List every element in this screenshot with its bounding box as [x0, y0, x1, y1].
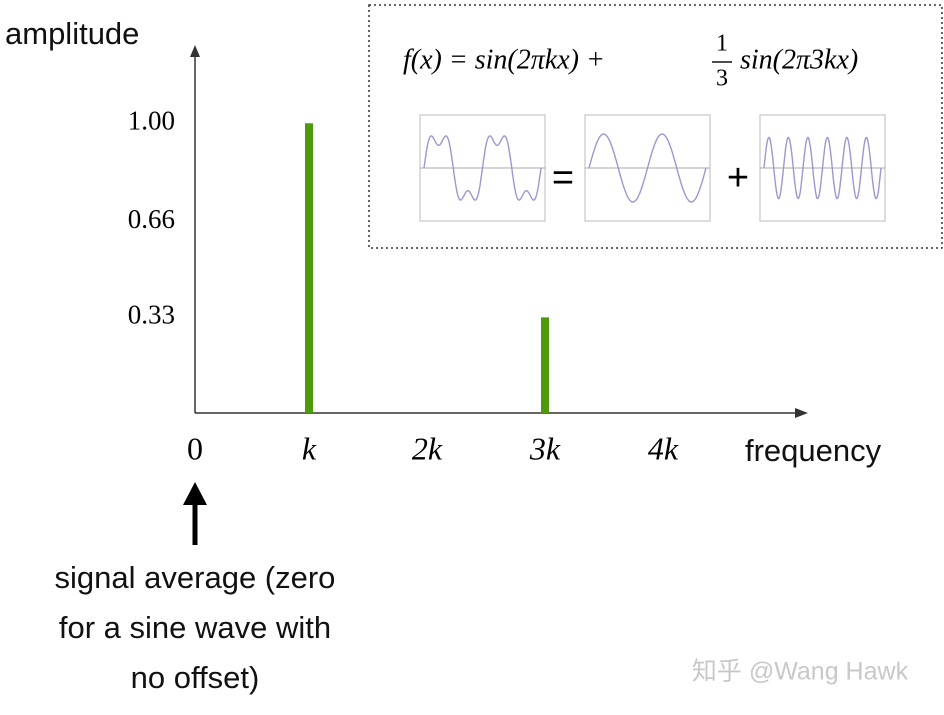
x-tick-label: 3k [529, 430, 561, 466]
bar [541, 317, 549, 413]
x-tick-label: 0 [187, 430, 203, 466]
x-axis-label: frequency [745, 433, 882, 468]
formula-left: f(x) = sin(2πkx) + [403, 44, 605, 75]
annotation-text: no offset) [131, 660, 260, 695]
x-axis-arrow [795, 408, 808, 418]
annotation-arrowhead [183, 482, 207, 505]
y-axis-label: amplitude [5, 16, 139, 51]
y-tick-label: 0.66 [128, 204, 175, 234]
y-axis-arrow [190, 45, 200, 57]
formula-denominator: 3 [716, 66, 728, 92]
waveform [763, 136, 882, 200]
x-tick-label: 4k [648, 430, 679, 466]
bar [305, 123, 313, 414]
waveform [588, 133, 707, 203]
annotation-text: signal average (zero [55, 560, 336, 595]
plus-sign: + [727, 157, 749, 199]
x-tick-label: 2k [412, 430, 443, 466]
x-tick-label: k [302, 430, 317, 466]
y-tick-label: 0.33 [128, 300, 175, 330]
watermark: 知乎 @Wang Hawk [692, 658, 909, 686]
equals-sign: = [552, 157, 574, 199]
inset: f(x) = sin(2πkx) + 1 3 sin(2π3kx) = + [403, 31, 858, 200]
y-tick-label: 1.00 [128, 105, 175, 135]
formula-numerator: 1 [716, 31, 728, 57]
formula-right: sin(2π3kx) [740, 44, 858, 75]
waveform [423, 135, 542, 201]
annotation-text: for a sine wave with [59, 610, 331, 645]
